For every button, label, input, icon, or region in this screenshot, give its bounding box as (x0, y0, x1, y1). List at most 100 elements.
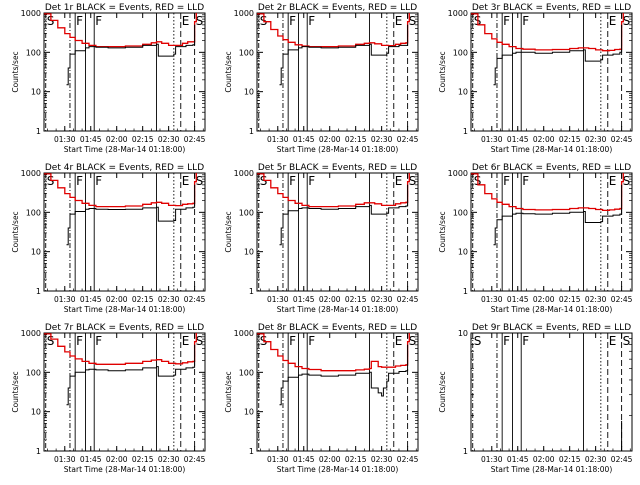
x-axis-label: Start Time (28-Mar-14 01:18:00) (64, 465, 186, 474)
series-group (44, 333, 197, 406)
y-tick-label: 100 (453, 48, 468, 57)
x-tick-label: 01:45 (80, 455, 102, 464)
x-axis-label: Start Time (28-Mar-14 01:18:00) (277, 465, 399, 474)
event-marker-label: E (609, 334, 617, 348)
event-marker-label: S (196, 14, 204, 28)
x-tick-label: 02:15 (345, 295, 367, 304)
events-series-line (279, 24, 409, 86)
chart-title: Det 6r BLACK = Events, RED = LLD (472, 163, 631, 173)
y-tick-label: 10 (244, 408, 254, 417)
event-marker-label: F (289, 14, 296, 28)
event-marker-label: S (196, 174, 204, 188)
lld-series-line (44, 13, 197, 48)
chart-panel: Det 3r BLACK = Events, RED = LLD 1 10 100 10… (438, 3, 633, 154)
series-group (471, 173, 624, 246)
y-tick-label: 1 (36, 447, 41, 456)
y-tick-label: 1000 (448, 9, 468, 18)
y-tick-label: 100 (453, 208, 468, 217)
x-tick-label: 02:00 (106, 455, 128, 464)
lld-series-line (471, 13, 624, 52)
event-marker-label: E (182, 174, 190, 188)
y-axis-label: Counts/sec (438, 51, 447, 92)
series-group (257, 173, 410, 246)
plot-frame (256, 12, 419, 132)
x-tick-label: 02:45 (611, 295, 633, 304)
events-series-line (66, 184, 196, 246)
y-tick-label: 10 (244, 88, 254, 97)
event-marker-label: F (308, 334, 315, 348)
y-tick-label: 1 (463, 447, 468, 456)
chart-panel: Det 9r BLACK = Events, RED = LLD 1 10 01:30… (438, 323, 633, 474)
chart-panel: Det 8r BLACK = Events, RED = LLD 1 10 100 10… (224, 323, 419, 474)
x-tick-label: 02:00 (106, 135, 128, 144)
plot-frame (43, 332, 206, 452)
lld-series-line (44, 173, 197, 208)
plot-frame (43, 172, 206, 292)
chart-title: Det 9r BLACK = Events, RED = LLD (472, 323, 631, 333)
x-axis-label: Start Time (28-Mar-14 01:18:00) (64, 305, 186, 314)
series-group (44, 173, 197, 246)
event-marker-label: S (409, 14, 417, 28)
x-tick-label: 02:30 (371, 135, 393, 144)
event-marker-label: S (196, 334, 204, 348)
chart-panel: Det 2r BLACK = Events, RED = LLD 1 10 100 10… (224, 3, 419, 154)
event-marker-label: F (522, 334, 529, 348)
chart-title: Det 3r BLACK = Events, RED = LLD (472, 3, 631, 13)
x-tick-label: 01:30 (267, 135, 289, 144)
x-tick-label: 02:00 (319, 295, 341, 304)
y-tick-label: 10 (244, 248, 254, 257)
event-marker-label: F (503, 14, 510, 28)
y-tick-label: 1 (36, 127, 41, 136)
x-tick-label: 02:15 (345, 135, 367, 144)
event-marker-label: F (95, 14, 102, 28)
event-marker-label: F (76, 14, 83, 28)
plot-frame (470, 172, 633, 292)
chart-panel: Det 7r BLACK = Events, RED = LLD 1 10 100 10… (11, 323, 206, 474)
event-marker-label: E (609, 174, 617, 188)
y-tick-label: 10 (31, 408, 41, 417)
chart-panel: Det 4r BLACK = Events, RED = LLD 1 10 100 10… (11, 163, 206, 314)
chart-title: Det 5r BLACK = Events, RED = LLD (258, 163, 417, 173)
chart-panel: Det 6r BLACK = Events, RED = LLD 1 10 100 10… (438, 163, 633, 314)
events-series-line (493, 24, 623, 86)
x-tick-label: 02:00 (319, 455, 341, 464)
x-tick-label: 02:15 (132, 135, 154, 144)
x-tick-label: 01:30 (481, 295, 503, 304)
y-tick-label: 10 (31, 88, 41, 97)
event-marker-label: E (182, 334, 190, 348)
x-tick-label: 02:30 (158, 455, 180, 464)
x-tick-label: 01:30 (54, 295, 76, 304)
x-tick-label: 02:45 (397, 135, 419, 144)
event-marker-label: F (289, 334, 296, 348)
y-axis-label: Counts/sec (11, 371, 20, 412)
y-tick-label: 1000 (21, 329, 41, 338)
x-tick-label: 02:30 (158, 295, 180, 304)
x-axis-label: Start Time (28-Mar-14 01:18:00) (277, 305, 399, 314)
series-group (471, 13, 624, 86)
x-tick-label: 01:30 (54, 135, 76, 144)
x-tick-label: 02:30 (585, 455, 607, 464)
y-tick-label: 1 (249, 287, 254, 296)
x-tick-label: 02:15 (132, 455, 154, 464)
event-marker-label: E (182, 14, 190, 28)
lld-series-line (471, 173, 624, 212)
x-tick-label: 02:15 (132, 295, 154, 304)
chart-title: Det 4r BLACK = Events, RED = LLD (45, 163, 204, 173)
event-marker-label: F (95, 334, 102, 348)
y-axis-label: Counts/sec (11, 51, 20, 92)
y-tick-label: 100 (239, 48, 254, 57)
x-tick-label: 02:30 (585, 295, 607, 304)
x-axis-label: Start Time (28-Mar-14 01:18:00) (491, 145, 613, 154)
event-marker-label: F (76, 334, 83, 348)
event-marker-label: F (95, 174, 102, 188)
x-tick-label: 02:45 (397, 455, 419, 464)
x-tick-label: 02:00 (106, 295, 128, 304)
y-tick-label: 100 (239, 208, 254, 217)
x-tick-label: 02:00 (533, 455, 555, 464)
y-tick-label: 100 (26, 208, 41, 217)
x-tick-label: 02:30 (585, 135, 607, 144)
y-tick-label: 1 (249, 447, 254, 456)
plot-frame (470, 12, 633, 132)
x-tick-label: 02:45 (397, 295, 419, 304)
